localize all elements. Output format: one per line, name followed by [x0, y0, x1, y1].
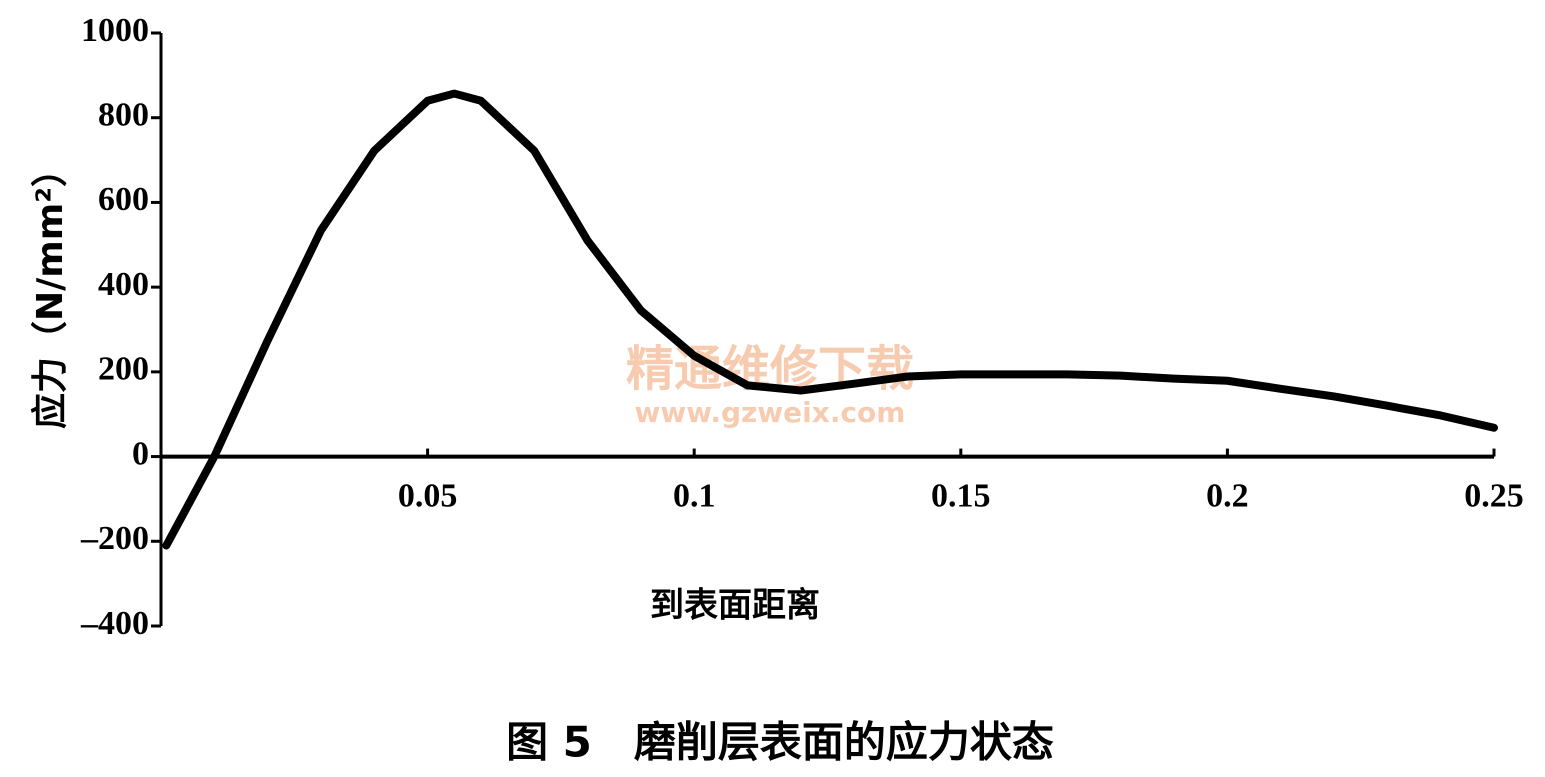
- y-tick-label: 0: [132, 435, 149, 472]
- caption: 图 5 磨削层表面的应力状态: [506, 718, 1054, 767]
- x-tick-label: 0.05: [398, 477, 458, 514]
- watermark-url: www.gzweix.com: [635, 396, 906, 429]
- y-tick-label: 600: [98, 181, 149, 218]
- y-tick-label: –400: [80, 605, 149, 642]
- y-tick-label: –200: [80, 520, 149, 557]
- y-axis-label: 应力（N/mm²）: [30, 151, 71, 429]
- x-axis-label: 到表面距离: [650, 586, 820, 626]
- y-tick-label: 800: [98, 97, 149, 134]
- y-tick-label: 1000: [81, 12, 149, 49]
- y-tick-label: 400: [98, 266, 149, 303]
- x-tick-label: 0.2: [1206, 477, 1249, 514]
- y-tick-label: 200: [98, 351, 149, 388]
- x-tick-label: 0.1: [673, 477, 716, 514]
- x-tick-label: 0.15: [931, 477, 991, 514]
- line: [162, 89, 1498, 550]
- x-tick-label: 0.25: [1464, 477, 1524, 514]
